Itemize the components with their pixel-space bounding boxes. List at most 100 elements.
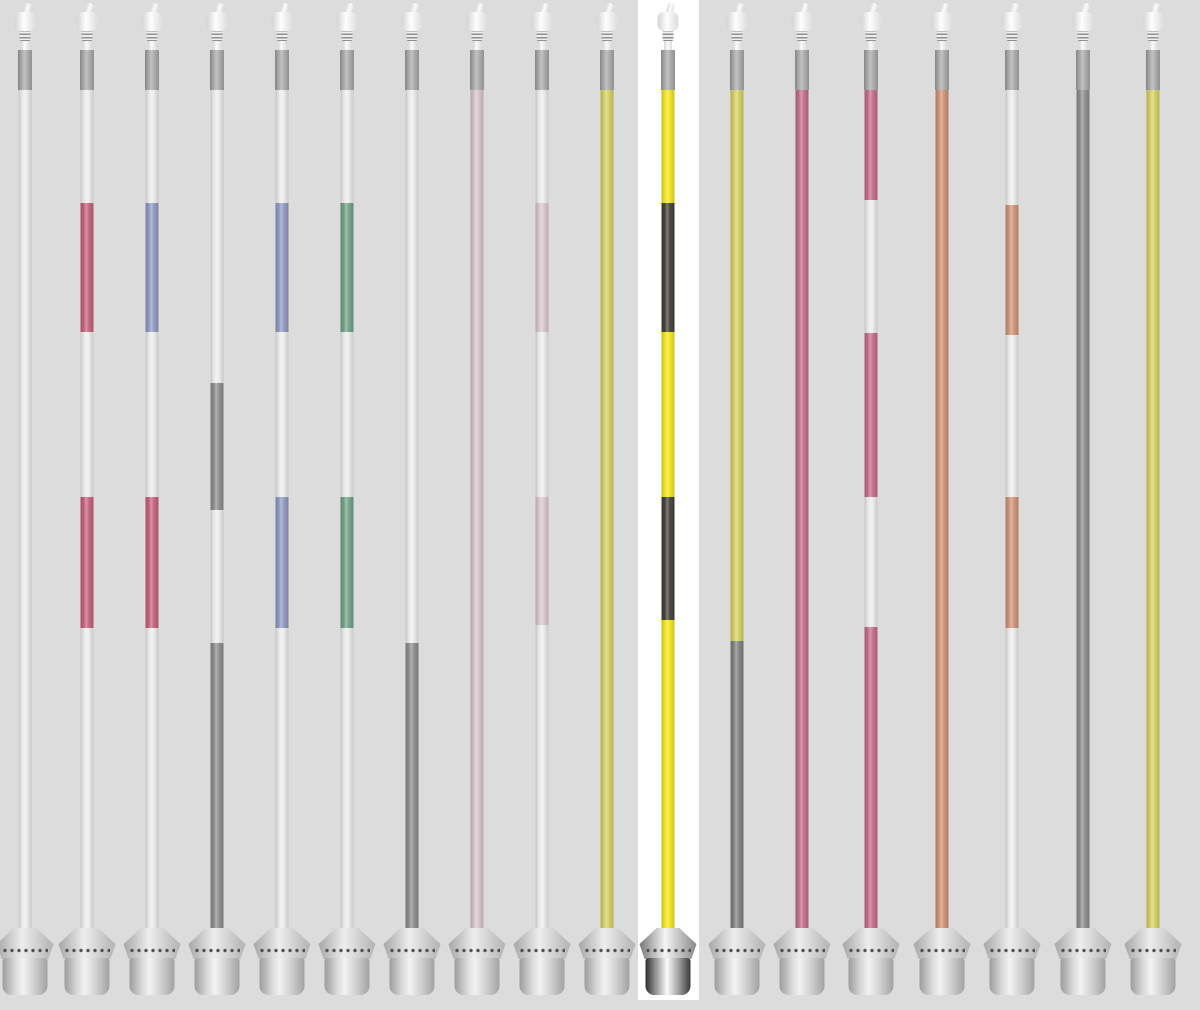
pole-shaft: [661, 90, 675, 935]
base-collar: [58, 928, 116, 959]
pole-6[interactable]: [317, 0, 378, 1010]
finial-thread-icon: [146, 30, 158, 41]
pole-7[interactable]: [382, 0, 443, 1010]
finial-thread-icon: [81, 30, 93, 41]
finial-knob-icon: [466, 12, 488, 31]
pole-13[interactable]: [772, 0, 833, 1010]
finial-thread-icon: [936, 30, 948, 41]
base-socket-cylinder: [584, 958, 630, 995]
pole-shaft: [730, 90, 744, 935]
pole-ferrule: [661, 50, 675, 90]
shaft-sheen: [275, 90, 289, 935]
pole-stripe: [661, 203, 675, 332]
base-collar: [513, 928, 571, 959]
finial-neck: [1149, 40, 1157, 52]
finial-thread-icon: [1147, 30, 1159, 41]
finial-knob-icon: [860, 12, 882, 31]
pole-stripe: [275, 497, 289, 628]
pole-ferrule: [935, 50, 949, 90]
pole-stripe: [340, 203, 354, 332]
base-bolt-dots-icon: [2, 948, 48, 953]
pole-stripe: [661, 497, 675, 620]
finial-neck: [408, 40, 416, 52]
base-socket-cylinder: [1130, 958, 1176, 995]
base-bolt-dots-icon: [129, 948, 175, 953]
shaft-sheen: [145, 90, 159, 935]
base-collar: [842, 928, 900, 959]
pole-shaft: [275, 90, 289, 935]
pole-stripe: [535, 497, 549, 625]
pole-stripe: [275, 203, 289, 332]
finial-thread-icon: [211, 30, 223, 41]
base-collar: [913, 928, 971, 959]
pole-17[interactable]: [1053, 0, 1114, 1010]
finial-neck: [603, 40, 611, 52]
base-bolt-dots-icon: [1130, 948, 1176, 953]
shaft-sheen: [535, 90, 549, 935]
base-bolt-dots-icon: [584, 948, 630, 953]
finial-knob-icon: [1001, 12, 1023, 31]
finial-knob-icon: [1072, 12, 1094, 31]
pole-16[interactable]: [982, 0, 1043, 1010]
base-socket-cylinder: [1060, 958, 1106, 995]
finial-neck: [938, 40, 946, 52]
base-socket-cylinder: [989, 958, 1035, 995]
pole-8[interactable]: [447, 0, 508, 1010]
pole-stripe: [730, 641, 744, 935]
finial-thread-icon: [471, 30, 483, 41]
finial-neck: [21, 40, 29, 52]
finial-thread-icon: [1006, 30, 1018, 41]
finial-thread-icon: [1077, 30, 1089, 41]
pole-9[interactable]: [512, 0, 573, 1010]
pole-14[interactable]: [841, 0, 902, 1010]
pole-stripe: [1005, 205, 1019, 335]
finial-neck: [867, 40, 875, 52]
shaft-sheen: [661, 90, 675, 935]
pole-shaft: [405, 90, 419, 935]
base-socket-cylinder: [919, 958, 965, 995]
base-bolt-dots-icon: [989, 948, 1035, 953]
finial-thread-icon: [276, 30, 288, 41]
base-collar: [383, 928, 441, 959]
base-collar: [578, 928, 636, 959]
pole-ferrule: [795, 50, 809, 90]
pole-15[interactable]: [912, 0, 973, 1010]
finial-thread-icon: [731, 30, 743, 41]
shaft-sheen: [730, 90, 744, 935]
pole-ferrule: [1146, 50, 1160, 90]
shaft-sheen: [210, 90, 224, 935]
pole-ferrule: [405, 50, 419, 90]
pole-12[interactable]: [707, 0, 768, 1010]
pole-ferrule: [1076, 50, 1090, 90]
base-bolt-dots-icon: [389, 948, 435, 953]
base-collar: [773, 928, 831, 959]
base-bolt-dots-icon: [1060, 948, 1106, 953]
pole-ferrule: [535, 50, 549, 90]
pole-5[interactable]: [252, 0, 313, 1010]
pole-10[interactable]: [577, 0, 638, 1010]
pole-shaft: [80, 90, 94, 935]
pole-11[interactable]: [637, 0, 699, 1010]
base-socket-cylinder: [714, 958, 760, 995]
pole-3[interactable]: [122, 0, 183, 1010]
finial-knob-icon: [1142, 12, 1164, 31]
pole-ferrule: [730, 50, 744, 90]
pole-2[interactable]: [57, 0, 118, 1010]
pole-1[interactable]: [0, 0, 56, 1010]
pole-ferrule: [80, 50, 94, 90]
pole-stripe: [340, 497, 354, 628]
base-collar: [123, 928, 181, 959]
pole-stripe: [864, 497, 878, 627]
shaft-sheen: [864, 90, 878, 935]
shaft-sheen: [795, 90, 809, 935]
pole-shaft: [600, 90, 614, 935]
pole-18[interactable]: [1123, 0, 1184, 1010]
base-collar: [708, 928, 766, 959]
pole-4[interactable]: [187, 0, 248, 1010]
base-bolt-dots-icon: [454, 948, 500, 953]
base-collar: [983, 928, 1041, 959]
base-bolt-dots-icon: [645, 948, 691, 953]
base-collar: [0, 928, 54, 959]
finial-knob-icon: [336, 12, 358, 31]
